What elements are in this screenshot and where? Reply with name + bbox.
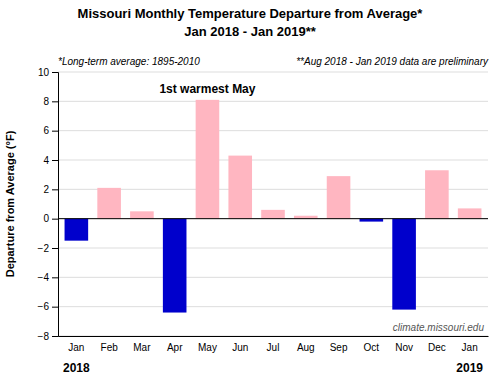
bar <box>228 156 252 219</box>
grid-line <box>58 101 488 102</box>
y-tick-mark <box>52 101 58 102</box>
y-axis: −8 −6 −4 −2 0 2 4 6 8 10 <box>38 67 59 342</box>
x-tick: May <box>198 342 217 353</box>
bar <box>327 176 351 219</box>
bar <box>163 219 187 313</box>
x-tick-label: Jul <box>267 342 280 353</box>
bar <box>425 170 449 218</box>
zero-line <box>58 218 488 219</box>
x-tick: Dec <box>428 342 446 353</box>
x-tick: Aug <box>297 342 315 353</box>
x-tick-label: Dec <box>428 342 446 353</box>
x-tick: Sep <box>330 342 348 353</box>
bar <box>392 219 416 310</box>
x-axis-line <box>59 336 489 337</box>
y-tick: −6 <box>38 301 58 312</box>
source: climate.missouri.edu <box>393 322 485 333</box>
grid <box>58 72 488 336</box>
plot: −8 −6 −4 −2 0 2 4 6 8 10 Jan Feb Mar Apr May Jun Jul Aug S… <box>38 67 489 375</box>
footnote: *Long-term average: 1895-2010 <box>58 56 200 67</box>
bars <box>65 100 482 313</box>
bar <box>261 210 285 219</box>
y-tick: 6 <box>43 125 58 136</box>
x-tick: Mar <box>133 342 151 353</box>
grid-line <box>58 248 488 249</box>
x-tick: Apr <box>167 342 183 353</box>
x-tick-label: Oct <box>364 342 380 353</box>
grid-line <box>58 306 488 307</box>
title: Missouri Monthly Temperature Departure f… <box>78 6 424 21</box>
y-tick-label: −2 <box>38 243 50 254</box>
y-tick-mark <box>52 248 58 249</box>
y-axis-line <box>52 73 59 337</box>
grid-line <box>58 72 488 73</box>
y-tick-mark <box>52 219 58 220</box>
y-tick: −8 <box>38 331 58 342</box>
subtitle: Jan 2018 - Jan 2019** <box>184 24 316 39</box>
grid-line <box>58 189 488 190</box>
y-tick-mark <box>52 131 58 132</box>
x-tick-label: Feb <box>101 342 119 353</box>
y-tick: 8 <box>43 96 58 107</box>
bar <box>65 219 89 241</box>
grid-line <box>58 277 488 278</box>
x-tick: Nov <box>395 342 413 353</box>
bar <box>97 188 121 219</box>
y-axis-title: Departure from Average (°F) <box>4 130 16 277</box>
bar <box>130 211 154 218</box>
x-tick: Feb <box>101 342 119 353</box>
x-tick-label: May <box>198 342 217 353</box>
grid-line <box>58 336 488 337</box>
y-tick: 10 <box>38 67 58 78</box>
y-tick-label: 2 <box>43 184 49 195</box>
grid-line <box>58 130 488 131</box>
y-tick: 2 <box>43 184 58 195</box>
x-tick-label: Apr <box>167 342 183 353</box>
grid-line <box>58 218 488 219</box>
grid-line <box>58 160 488 161</box>
x-tick: Jan <box>68 342 84 353</box>
y-tick-label: −6 <box>38 301 50 312</box>
x-tick: Jan <box>462 342 478 353</box>
y-tick-mark <box>52 160 58 161</box>
x-tick: Oct <box>364 342 380 353</box>
y-tick: 0 <box>43 213 58 224</box>
bar <box>196 100 220 219</box>
y-tick-label: 8 <box>43 96 49 107</box>
x-tick-label: Jan <box>68 342 84 353</box>
x-tick: Jun <box>232 342 248 353</box>
y-tick: 4 <box>43 155 58 166</box>
x-tick-label: Jan <box>462 342 478 353</box>
x-tick-label: Mar <box>133 342 151 353</box>
y-tick: −4 <box>38 272 58 283</box>
x-tick-label: Aug <box>297 342 315 353</box>
x-tick-label: Sep <box>330 342 348 353</box>
y-tick-mark <box>52 307 58 308</box>
year-label: 2018 <box>63 361 90 375</box>
bar <box>458 208 482 218</box>
footnote: **Aug 2018 - Jan 2019 data are prelimina… <box>296 56 489 67</box>
y-tick-label: 0 <box>43 213 49 224</box>
chart: Missouri Monthly Temperature Departure f… <box>0 0 500 386</box>
y-tick-mark <box>52 72 58 73</box>
y-tick-mark <box>52 336 58 337</box>
y-tick-label: 10 <box>38 67 50 78</box>
year-label: 2019 <box>456 361 483 375</box>
y-tick: −2 <box>38 243 58 254</box>
y-tick-label: −8 <box>38 331 50 342</box>
y-tick-mark <box>52 189 58 190</box>
x-tick: Jul <box>267 342 280 353</box>
x-tick-label: Nov <box>395 342 413 353</box>
year-labels: 2018 2019 <box>63 361 483 375</box>
y-tick-label: 4 <box>43 155 49 166</box>
y-tick-label: 6 <box>43 125 49 136</box>
annotation: 1st warmest May <box>159 82 255 96</box>
x-tick-label: Jun <box>232 342 248 353</box>
y-tick-label: −4 <box>38 272 50 283</box>
y-tick-mark <box>52 277 58 278</box>
x-axis: Jan Feb Mar Apr May Jun Jul Aug Sep Oct Nov Dec Jan <box>59 337 489 354</box>
